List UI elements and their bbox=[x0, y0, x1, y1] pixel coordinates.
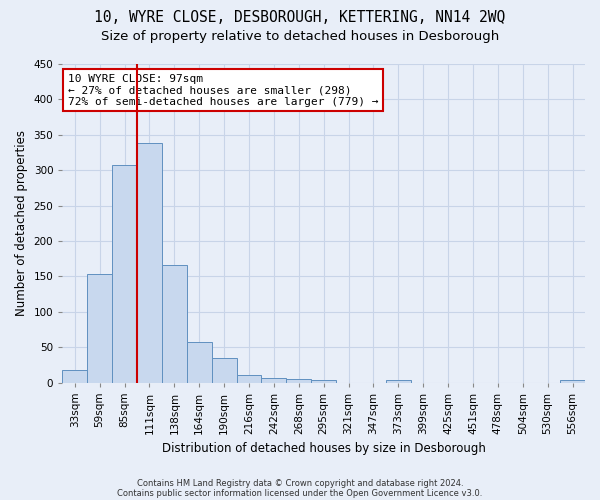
Bar bbox=[236, 376, 262, 382]
Bar bbox=[560, 380, 585, 382]
Text: Contains HM Land Registry data © Crown copyright and database right 2024.: Contains HM Land Registry data © Crown c… bbox=[137, 478, 463, 488]
Bar bbox=[386, 380, 411, 382]
Bar bbox=[87, 274, 112, 382]
Bar bbox=[137, 144, 162, 382]
Bar bbox=[212, 358, 236, 382]
Text: Contains public sector information licensed under the Open Government Licence v3: Contains public sector information licen… bbox=[118, 488, 482, 498]
Bar bbox=[311, 380, 336, 382]
Bar bbox=[286, 379, 311, 382]
Text: 10, WYRE CLOSE, DESBOROUGH, KETTERING, NN14 2WQ: 10, WYRE CLOSE, DESBOROUGH, KETTERING, N… bbox=[94, 10, 506, 25]
Text: Size of property relative to detached houses in Desborough: Size of property relative to detached ho… bbox=[101, 30, 499, 43]
Bar bbox=[162, 265, 187, 382]
X-axis label: Distribution of detached houses by size in Desborough: Distribution of detached houses by size … bbox=[162, 442, 485, 455]
Bar bbox=[112, 164, 137, 382]
Bar bbox=[187, 342, 212, 382]
Bar bbox=[262, 378, 286, 382]
Text: 10 WYRE CLOSE: 97sqm
← 27% of detached houses are smaller (298)
72% of semi-deta: 10 WYRE CLOSE: 97sqm ← 27% of detached h… bbox=[68, 74, 378, 107]
Bar bbox=[62, 370, 87, 382]
Y-axis label: Number of detached properties: Number of detached properties bbox=[15, 130, 28, 316]
